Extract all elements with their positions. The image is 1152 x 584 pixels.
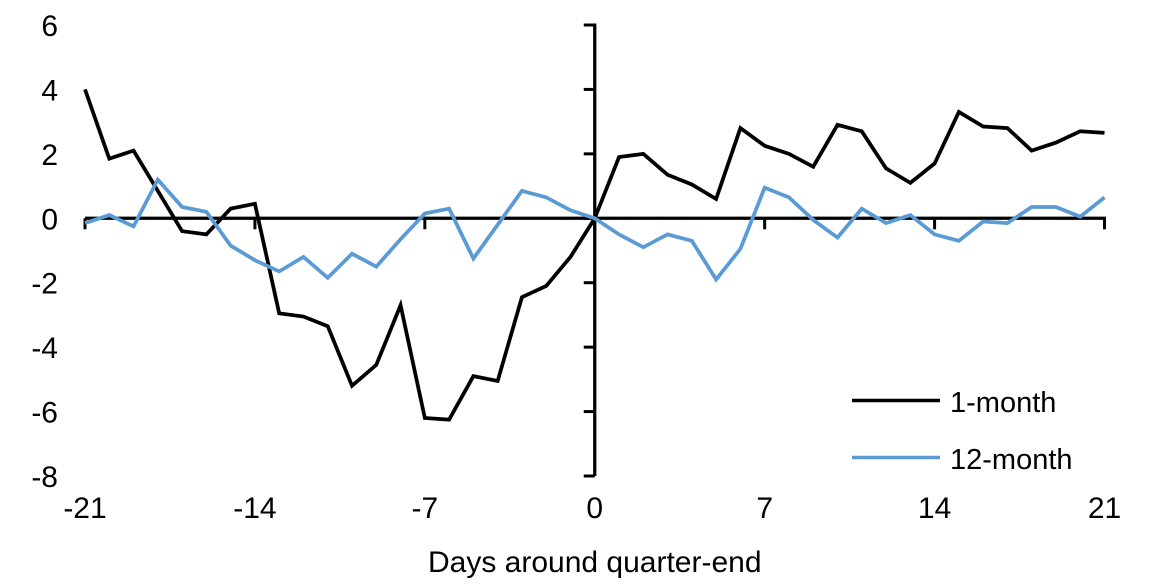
x-tick-label: 0 [586,492,603,525]
x-axis-title: Days around quarter-end [428,546,762,579]
y-tick-label: 0 [41,203,58,236]
y-axis-ticks [583,23,595,478]
y-axis: 6 4 2 0 -2 -4 -6 -8 [31,10,597,494]
x-tick-label: -7 [411,492,438,525]
y-tick-label: 2 [41,139,58,172]
x-tick-label: 7 [756,492,773,525]
x-tick-label: 21 [1088,492,1121,525]
x-axis: -21 -14 -7 0 7 14 21 [63,216,1121,525]
x-tick-label: -14 [233,492,276,525]
series-12-month-line [84,176,1106,283]
y-tick-label: -4 [31,332,58,365]
y-tick-label: 6 [41,10,58,43]
y-tick-label: -2 [31,268,58,301]
x-tick-label: 14 [918,492,951,525]
legend-12-month-label: 12-month [950,444,1073,476]
y-tick-label: -6 [31,397,58,430]
y-tick-label: -8 [31,461,58,494]
y-axis-labels: 6 4 2 0 -2 -4 -6 -8 [31,10,58,494]
legend: 1-month 12-month [852,387,1073,476]
x-axis-labels: -21 -14 -7 0 7 14 21 [63,492,1121,525]
y-tick-label: 4 [41,74,58,107]
legend-1-month-label: 1-month [950,387,1056,419]
x-tick-label: -21 [63,492,106,525]
